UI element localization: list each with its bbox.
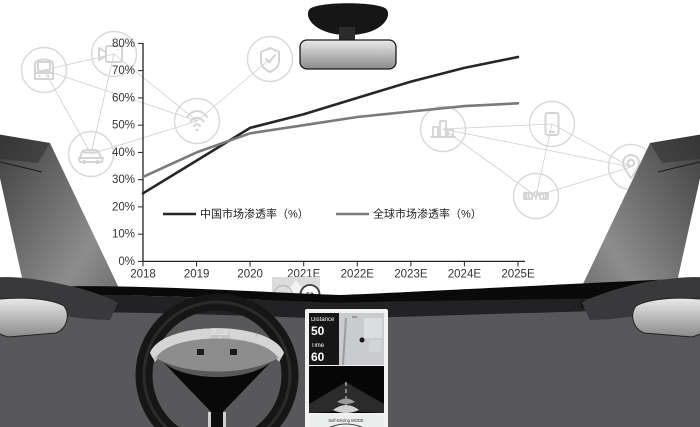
svg-text:0%: 0% [118,256,135,268]
svg-text:20%: 20% [112,202,135,214]
svg-text:Self-Driving MODE: Self-Driving MODE [328,418,364,423]
svg-text:Distance: Distance [311,317,335,323]
svg-text:2020: 2020 [237,269,263,281]
svg-text:2022E: 2022E [341,269,375,281]
svg-text:70%: 70% [112,65,135,77]
svg-text:2019: 2019 [184,269,210,281]
svg-text:80%: 80% [112,38,135,50]
svg-text:10%: 10% [112,229,135,241]
svg-text:60: 60 [311,350,325,364]
svg-text:2023E: 2023E [394,269,428,281]
svg-text:2018: 2018 [130,269,156,281]
svg-text:30%: 30% [112,174,135,186]
svg-text:40%: 40% [112,147,135,159]
svg-text:50%: 50% [112,120,135,132]
svg-text:Time: Time [311,343,325,349]
svg-text:2024E: 2024E [448,269,482,281]
svg-text:2025E: 2025E [501,269,535,281]
svg-text:60%: 60% [112,93,135,105]
svg-text:中国市场渗透率（%）: 中国市场渗透率（%） [200,207,309,221]
svg-text:50: 50 [311,324,325,338]
svg-text:全球市场渗透率（%）: 全球市场渗透率（%） [373,207,482,221]
